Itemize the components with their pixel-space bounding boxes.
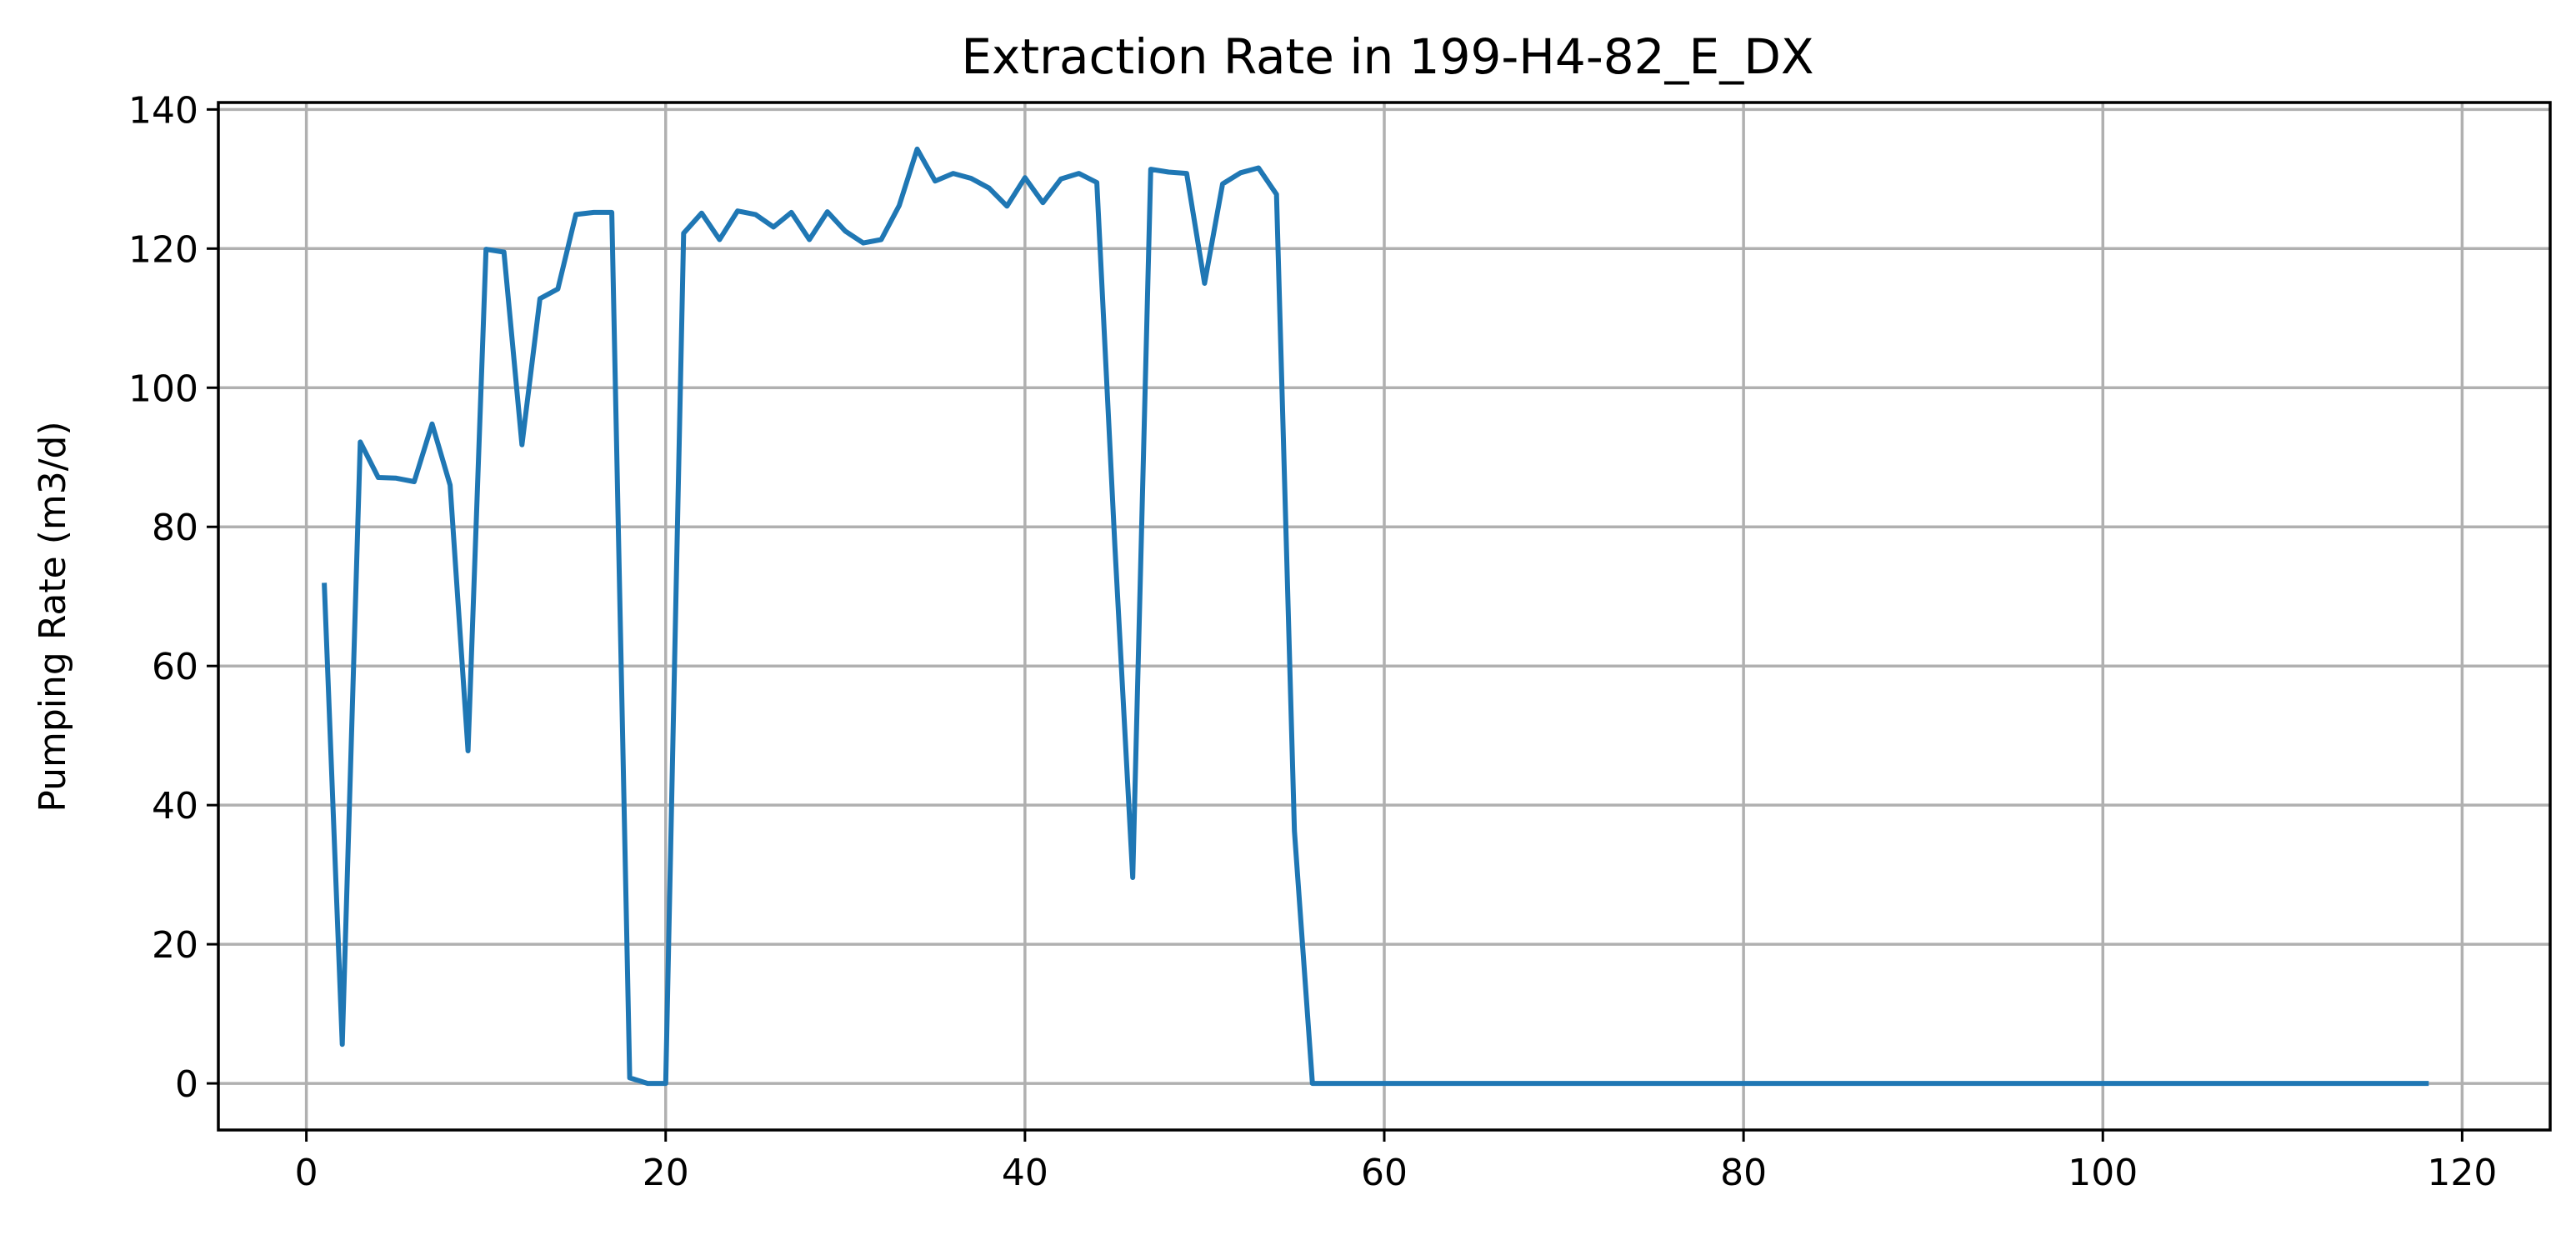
y-tick-label: 100 xyxy=(128,368,198,410)
y-tick-label: 60 xyxy=(152,646,198,688)
y-tick-label: 80 xyxy=(152,507,198,549)
x-tick-label: 40 xyxy=(1002,1152,1048,1194)
x-tick-label: 60 xyxy=(1361,1152,1408,1194)
series-line xyxy=(322,146,2429,1087)
x-tick-label: 20 xyxy=(643,1152,689,1194)
y-tick-label: 140 xyxy=(128,89,198,132)
y-tick-label: 120 xyxy=(128,228,198,271)
series-layer xyxy=(322,146,2429,1087)
y-tick-label: 0 xyxy=(175,1063,198,1106)
x-tick-label: 0 xyxy=(295,1152,318,1194)
grid-lines xyxy=(218,102,2550,1130)
y-tick-label: 40 xyxy=(152,785,198,828)
x-tick-label: 100 xyxy=(2068,1152,2138,1194)
x-tick-label: 80 xyxy=(1720,1152,1767,1194)
y-axis-label: Pumping Rate (m3/d) xyxy=(32,421,74,812)
chart-title: Extraction Rate in 199-H4-82_E_DX xyxy=(961,28,1813,85)
y-tick-label: 20 xyxy=(152,924,198,967)
axis-ticks: 0 20 40 60 80 100 120 0 20 40 60 80 100 120 140 xyxy=(128,89,2497,1194)
x-tick-label: 120 xyxy=(2427,1152,2497,1194)
